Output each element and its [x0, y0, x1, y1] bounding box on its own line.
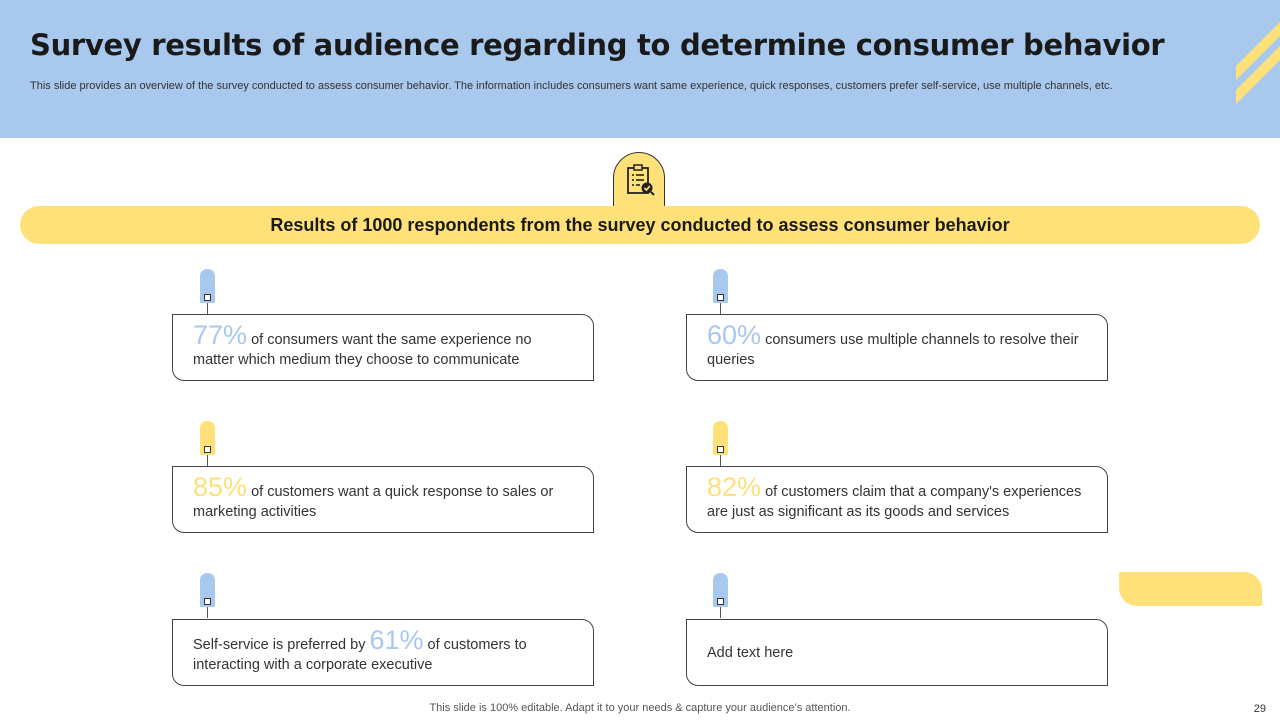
stat-card-61: Self-service is preferred by 61% of cust…: [172, 619, 594, 686]
stat-percent: 77%: [193, 320, 248, 350]
stat-card-82: 82% of customers claim that a company's …: [686, 466, 1108, 533]
card-tab: [200, 421, 215, 466]
card-tab: [200, 269, 215, 314]
stat-description: of customers to interacting with a corpo…: [193, 637, 527, 673]
page-number: 29: [1253, 703, 1266, 715]
stat-percent: 82%: [707, 472, 762, 502]
stat-text: 85% of customers want a quick response t…: [193, 474, 575, 522]
results-banner: Results of 1000 respondents from the sur…: [20, 206, 1260, 244]
placeholder-card[interactable]: Add text here: [686, 619, 1108, 686]
yellow-decoration-shape: [1119, 572, 1262, 606]
header-band: Survey results of audience regarding to …: [0, 0, 1280, 138]
stat-card-60: 60% consumers use multiple channels to r…: [686, 314, 1108, 381]
stat-percent: 60%: [707, 320, 762, 350]
stat-description: consumers use multiple channels to resol…: [707, 332, 1079, 368]
stat-text: Self-service is preferred by 61% of cust…: [193, 627, 575, 675]
footer-note: This slide is 100% editable. Adapt it to…: [429, 702, 851, 714]
stat-description: of customers want a quick response to sa…: [193, 484, 554, 520]
placeholder-text[interactable]: Add text here: [707, 644, 794, 661]
stat-card-77: 77% of consumers want the same experienc…: [172, 314, 594, 381]
stat-description: of customers claim that a company's expe…: [707, 484, 1082, 520]
stat-description-prefix: Self-service is preferred by: [193, 637, 370, 653]
stat-text: 60% consumers use multiple channels to r…: [707, 322, 1089, 370]
stat-card-85: 85% of customers want a quick response t…: [172, 466, 594, 533]
card-tab: [200, 573, 215, 618]
stat-text: 82% of customers claim that a company's …: [707, 474, 1089, 522]
stat-percent: 61%: [369, 625, 424, 655]
stat-description: of consumers want the same experience no…: [193, 332, 532, 368]
stat-percent: 85%: [193, 472, 248, 502]
stat-text: 77% of consumers want the same experienc…: [193, 322, 575, 370]
card-tab: [713, 269, 728, 314]
card-tab: [713, 573, 728, 618]
clipboard-check-icon: [627, 164, 655, 196]
card-tab: [713, 421, 728, 466]
slide-title: Survey results of audience regarding to …: [30, 28, 1165, 62]
diagonal-stripes-decoration: [1236, 22, 1280, 104]
survey-badge: [613, 152, 665, 208]
slide-subtitle: This slide provides an overview of the s…: [30, 80, 1113, 92]
